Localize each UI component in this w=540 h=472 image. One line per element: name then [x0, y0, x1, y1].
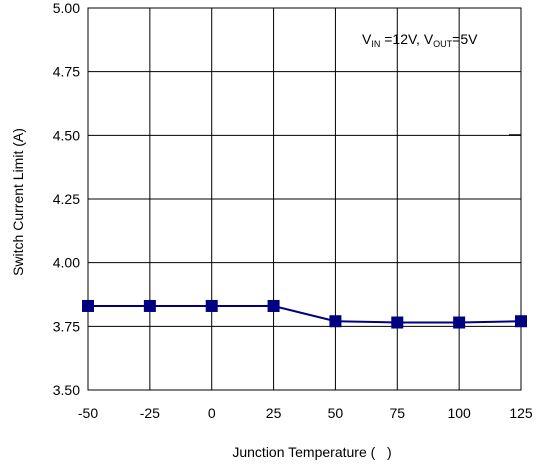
- y-tick-label: 5.00: [53, 0, 80, 16]
- x-tick-label: 100: [447, 405, 471, 421]
- data-point-marker: [267, 299, 280, 312]
- y-axis-title: Switch Current Limit (A): [10, 128, 26, 276]
- grid: [88, 8, 521, 390]
- data-point-marker: [453, 316, 466, 329]
- y-tick-label: 3.75: [53, 318, 80, 334]
- y-tick-label: 4.00: [53, 255, 80, 271]
- data-point-marker: [329, 315, 342, 328]
- x-tick-label: 25: [266, 405, 282, 421]
- x-tick-label: 125: [509, 405, 533, 421]
- x-tick-label: 75: [389, 405, 405, 421]
- x-tick-label: 50: [328, 405, 344, 421]
- data-point-marker: [515, 315, 527, 328]
- data-point-marker: [143, 299, 156, 312]
- y-tick-label: 4.25: [53, 191, 80, 207]
- x-tick-label: -25: [140, 405, 160, 421]
- x-tick-labels: -50 -25 0 25 50 75 100 125: [78, 405, 533, 421]
- data-point-marker: [391, 316, 404, 329]
- x-tick-label: 0: [208, 405, 216, 421]
- data-point-marker: [205, 299, 218, 312]
- y-tick-label: 3.50: [53, 382, 80, 398]
- y-tick-label: 4.50: [53, 127, 80, 143]
- x-axis-title: Junction Temperature ( ): [232, 444, 391, 460]
- x-tick-label: -50: [78, 405, 98, 421]
- conditions-annotation: VIN =12V, VOUT=5V: [362, 31, 478, 49]
- y-tick-label: 4.75: [53, 64, 80, 80]
- series-group: [82, 299, 527, 329]
- series-line: [88, 305, 522, 324]
- data-point-marker: [82, 299, 94, 312]
- y-tick-labels: 3.50 3.75 4.00 4.25 4.50 4.75 5.00: [53, 0, 80, 398]
